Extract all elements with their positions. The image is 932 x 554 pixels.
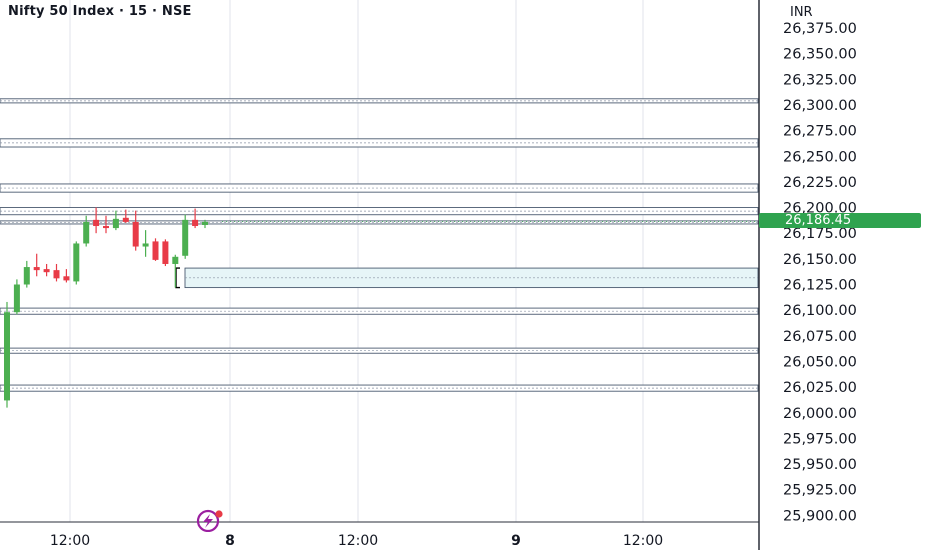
candle-body-up[interactable] (202, 221, 208, 225)
candle-body-down[interactable] (43, 269, 50, 273)
candle-body-up[interactable] (23, 267, 30, 285)
price-tick-label: 25,950.00 (783, 457, 857, 473)
candle-body-down[interactable] (33, 267, 40, 271)
chart-title: Nifty 50 Index · 15 · NSE (8, 4, 192, 19)
lightning-bolt-icon[interactable] (192, 508, 226, 532)
candle-body-up[interactable] (112, 218, 119, 229)
price-tick-label: 26,300.00 (783, 98, 857, 114)
price-tick-label: 26,175.00 (783, 226, 857, 242)
price-tick-label: 26,125.00 (783, 278, 857, 294)
candle-body-down[interactable] (162, 241, 169, 264)
price-tick-label: 26,275.00 (783, 124, 857, 140)
candle-body-up[interactable] (182, 219, 189, 256)
price-tick-label: 25,975.00 (783, 431, 857, 447)
candle-body-up[interactable] (142, 243, 149, 247)
candle-body-down[interactable] (152, 241, 159, 260)
candle-body-down[interactable] (63, 276, 70, 281)
candle-body-up[interactable] (4, 312, 10, 401)
time-tick-label: 12:00 (623, 533, 663, 549)
candle-body-down[interactable] (53, 270, 60, 279)
price-tick-label: 26,050.00 (783, 354, 857, 370)
price-tick-label: 26,075.00 (783, 329, 857, 345)
price-tick-label: 26,250.00 (783, 149, 857, 165)
price-tick-label: 26,150.00 (783, 252, 857, 268)
price-tick-label: 26,225.00 (783, 175, 857, 191)
price-tick-label: 26,025.00 (783, 380, 857, 396)
candle-body-down[interactable] (132, 221, 139, 247)
candle-body-down[interactable] (122, 217, 129, 222)
candle-body-down[interactable] (103, 226, 109, 229)
price-tick-label: 26,100.00 (783, 303, 857, 319)
time-tick-label: 9 (511, 533, 521, 549)
price-tick-label: 26,375.00 (783, 21, 857, 37)
price-tick-label: 26,000.00 (783, 406, 857, 422)
zone-bracket (175, 267, 180, 289)
candle-body-down[interactable] (93, 219, 100, 227)
price-tick-label: 26,200.00 (783, 201, 857, 217)
last-price-label: 26,186.45 (759, 213, 921, 228)
candle-body-down[interactable] (192, 219, 199, 227)
currency-label[interactable]: INR (790, 5, 813, 20)
price-tick-label: 26,325.00 (783, 72, 857, 88)
price-tick-label: 25,925.00 (783, 483, 857, 499)
time-tick-label: 12:00 (50, 533, 90, 549)
candle-body-up[interactable] (73, 243, 80, 282)
price-tick-label: 25,900.00 (783, 508, 857, 524)
candle-body-up[interactable] (83, 221, 90, 244)
time-tick-label: 12:00 (338, 533, 378, 549)
candle-body-up[interactable] (172, 256, 179, 264)
time-tick-label: 8 (225, 533, 235, 549)
candle-body-up[interactable] (13, 284, 20, 313)
price-tick-label: 26,350.00 (783, 47, 857, 63)
